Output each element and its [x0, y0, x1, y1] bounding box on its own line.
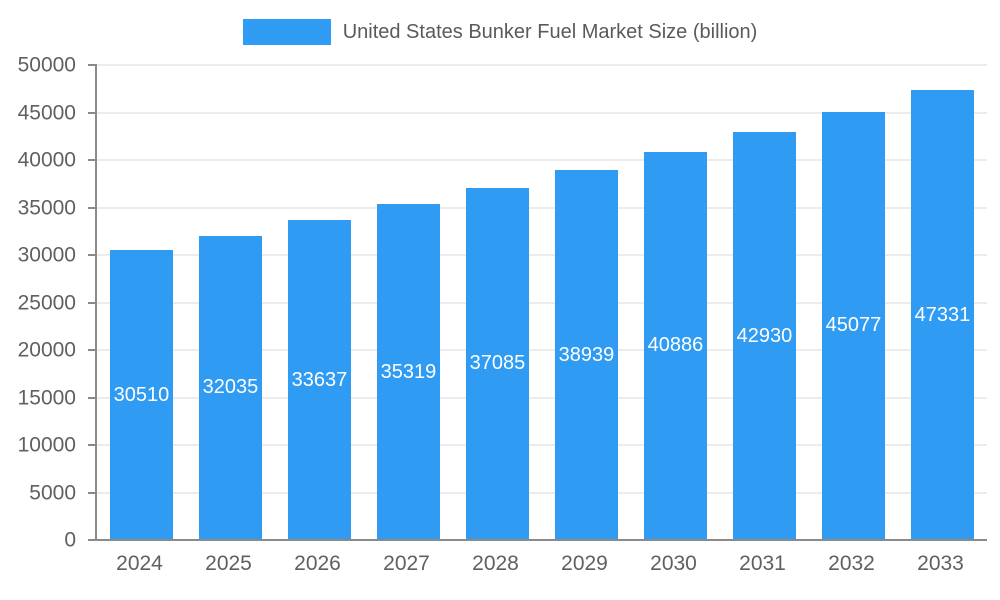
gridline: [97, 444, 987, 446]
bar-value-label: 42930: [736, 324, 793, 347]
x-tick-label: 2026: [294, 552, 341, 575]
bar-2025[interactable]: 32035: [199, 235, 262, 540]
gridline: [97, 159, 987, 161]
y-tick-label: 10000: [17, 433, 76, 457]
x-tick-label: 2027: [383, 552, 430, 575]
bar-column: 32035: [186, 65, 275, 540]
y-axis-tick: [88, 254, 97, 256]
y-tick-label: 5000: [29, 481, 76, 504]
bar-column: 37085: [453, 65, 542, 540]
gridline: [97, 111, 987, 114]
legend-swatch: [242, 19, 331, 45]
bar-2029[interactable]: 38939: [555, 170, 618, 540]
y-axis-tick: [88, 396, 97, 399]
y-tick-label: 15000: [17, 386, 76, 409]
y-tick-label: 45000: [17, 101, 76, 124]
bar-value-label: 30510: [113, 383, 170, 406]
y-axis-tick: [88, 64, 97, 66]
y-axis-tick: [88, 301, 97, 304]
y-axis-tick: [88, 111, 97, 114]
gridline: [97, 64, 987, 66]
y-axis-tick: [88, 206, 97, 209]
y-tick-label: 35000: [17, 196, 76, 219]
x-tick-label: 2031: [739, 552, 786, 575]
x-axis-line: [97, 539, 987, 541]
y-tick-label: 40000: [17, 148, 76, 172]
x-tick-label: 2024: [116, 552, 163, 575]
y-tick-label: 20000: [17, 338, 76, 362]
y-axis-labels: 0 5000 10000 15000 20000 25000 30000 35000 40000…: [0, 55, 82, 551]
gridlines: [88, 64, 987, 541]
bar-2024[interactable]: 30510: [110, 250, 173, 540]
bar-column: 33637: [275, 65, 364, 540]
gridline: [97, 206, 987, 209]
gridline: [97, 349, 987, 351]
bar-column: 42930: [720, 65, 809, 540]
x-tick-label: 2033: [917, 552, 964, 575]
y-axis-tick: [88, 349, 97, 351]
x-tick-label: 2028: [472, 552, 519, 575]
bar-value-label: 38939: [558, 343, 615, 366]
bar-column: 30510: [97, 65, 186, 540]
bar-2026[interactable]: 33637: [288, 220, 351, 540]
bar-value-label: 40886: [647, 334, 704, 357]
y-axis-tick: [88, 491, 97, 494]
bar-2027[interactable]: 35319: [377, 204, 440, 540]
bar-value-label: 32035: [202, 376, 259, 399]
bar-value-label: 45077: [825, 314, 882, 337]
bar-value-label: 33637: [291, 368, 348, 391]
gridline: [97, 491, 987, 494]
gridline: [97, 301, 987, 304]
y-axis-tick: [88, 159, 97, 161]
gridline: [97, 254, 987, 256]
bar-column: 35319: [364, 65, 453, 540]
plot-area: 30510 32035 33637 35319 37085 38939 40886 42930…: [88, 64, 987, 541]
bars-row: 30510 32035 33637 35319 37085 38939 40886 42930…: [97, 65, 987, 540]
bar-2032[interactable]: 45077: [822, 111, 885, 540]
bar-value-label: 37085: [469, 352, 526, 375]
bar-column: 47331: [898, 65, 987, 540]
legend-label: United States Bunker Fuel Market Size (b…: [342, 20, 758, 43]
bar-value-label: 47331: [914, 303, 971, 326]
bar-column: 38939: [542, 65, 631, 540]
bar-column: 45077: [809, 65, 898, 540]
bar-2030[interactable]: 40886: [644, 151, 707, 540]
x-tick-label: 2029: [561, 552, 608, 575]
x-tick-label: 2032: [828, 552, 875, 575]
y-axis-tick: [88, 539, 97, 541]
bar-2028[interactable]: 37085: [466, 187, 529, 540]
bar-2033[interactable]: 47331: [911, 90, 974, 540]
y-tick-label: 50000: [17, 53, 76, 77]
x-axis-labels: 2024 2025 2026 2027 2028 2029 2030 2031 2032 2033: [95, 552, 985, 576]
legend[interactable]: United States Bunker Fuel Market Size (b…: [0, 17, 1000, 47]
x-tick-label: 2030: [650, 552, 697, 575]
y-axis-tick: [88, 444, 97, 446]
y-tick-label: 0: [64, 528, 76, 552]
y-tick-label: 25000: [17, 291, 76, 314]
bar-2031[interactable]: 42930: [733, 132, 796, 540]
gridline: [97, 396, 987, 399]
bar-value-label: 35319: [380, 360, 437, 383]
bar-column: 40886: [631, 65, 720, 540]
y-tick-label: 30000: [17, 243, 76, 267]
x-tick-label: 2025: [205, 552, 252, 575]
